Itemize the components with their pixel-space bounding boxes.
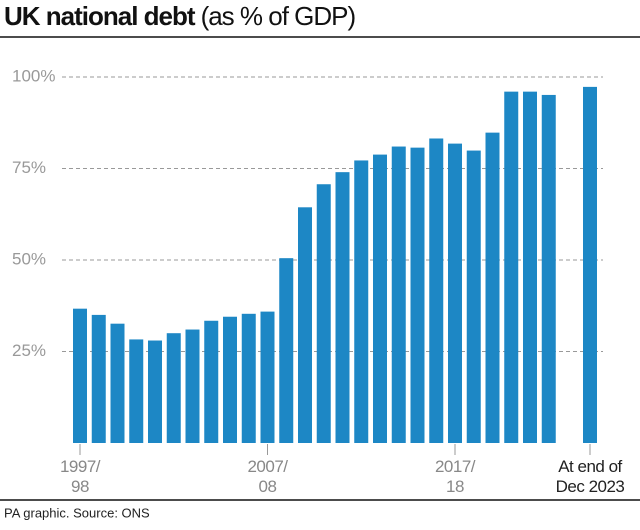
bar bbox=[241, 313, 256, 443]
bar bbox=[448, 143, 462, 443]
bar bbox=[373, 154, 387, 444]
bar bbox=[504, 91, 519, 443]
bar bbox=[466, 150, 481, 444]
bar bbox=[391, 146, 406, 444]
y-tick-label: 25% bbox=[12, 341, 46, 360]
chart-title: UK national debt (as % of GDP) bbox=[4, 1, 355, 31]
bar bbox=[354, 160, 369, 443]
bar bbox=[223, 316, 237, 443]
x-tick-label: 1997/ 98 bbox=[59, 457, 101, 496]
bar bbox=[185, 329, 200, 443]
subtitle: (as % of GDP) bbox=[201, 1, 356, 31]
x-tick-label: 2017/ 18 bbox=[434, 457, 476, 496]
bar bbox=[166, 333, 181, 443]
bar bbox=[410, 147, 425, 443]
bar bbox=[485, 132, 500, 443]
bar bbox=[429, 138, 444, 443]
bar bbox=[541, 94, 556, 444]
bar bbox=[110, 323, 125, 443]
title: UK national debt bbox=[4, 1, 196, 31]
bar bbox=[129, 339, 144, 443]
bar bbox=[279, 258, 294, 443]
bar bbox=[335, 172, 350, 443]
bar bbox=[148, 340, 162, 443]
bar bbox=[583, 86, 597, 443]
x-tick-label: 2007/ 08 bbox=[247, 457, 288, 496]
bar bbox=[298, 207, 312, 443]
y-tick-label: 75% bbox=[12, 158, 46, 177]
y-tick-label: 100% bbox=[12, 66, 55, 85]
y-tick-label: 50% bbox=[12, 249, 46, 268]
bar bbox=[73, 308, 87, 443]
bar bbox=[523, 91, 537, 443]
bar bbox=[91, 314, 106, 443]
bar bbox=[260, 311, 275, 443]
bar bbox=[204, 320, 219, 443]
source: PA graphic. Source: ONS bbox=[4, 505, 150, 520]
bar bbox=[316, 184, 331, 443]
x-tick-label: At end of Dec 2023 bbox=[555, 457, 625, 496]
